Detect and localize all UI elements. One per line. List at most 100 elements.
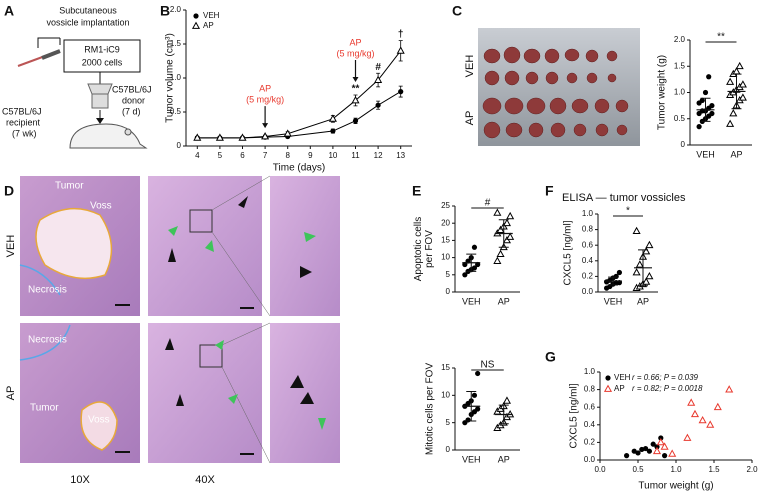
recipient-label: recipient xyxy=(6,117,41,127)
x-tick-label: 6 xyxy=(240,151,245,160)
y-tick-label: 1.5 xyxy=(170,39,182,48)
point xyxy=(698,415,707,424)
significance: NS xyxy=(481,360,495,371)
legend-label: VEH xyxy=(203,11,220,20)
y-tick-label: 0.8 xyxy=(584,385,596,394)
point xyxy=(502,235,511,244)
cell-label: 2000 cells xyxy=(82,57,123,67)
point xyxy=(632,226,641,235)
point xyxy=(496,249,505,258)
recipient-label: C57BL/6J xyxy=(2,106,42,116)
point xyxy=(632,268,641,276)
y-tick-label: 2.0 xyxy=(170,5,182,14)
x-axis-label: Tumor weight (g) xyxy=(638,481,713,492)
legend-marker xyxy=(191,21,201,29)
y-tick-label: 0.8 xyxy=(582,225,594,234)
y-tick-label: 10 xyxy=(441,253,450,262)
y-tick-label: 0.0 xyxy=(584,455,596,464)
legend-label: AP xyxy=(614,384,625,393)
x-tick-label: 2.0 xyxy=(746,465,758,474)
point xyxy=(709,110,715,117)
point xyxy=(398,89,404,95)
y-tick-label: 1.0 xyxy=(582,209,594,218)
point xyxy=(690,409,700,418)
y-tick-label: 1.5 xyxy=(674,61,686,70)
point xyxy=(645,240,654,249)
row-label: AP xyxy=(464,111,476,126)
sd-bar xyxy=(700,97,711,122)
column-label: 10X xyxy=(70,474,90,486)
annotation: AP xyxy=(259,83,271,93)
point xyxy=(496,225,505,233)
donor-label: (7 d) xyxy=(122,106,141,116)
point xyxy=(738,93,747,101)
significance: # xyxy=(375,62,381,73)
point xyxy=(616,269,623,276)
point xyxy=(642,247,651,255)
y-axis-label: CXCL5 [ng/ml] xyxy=(563,220,574,285)
point xyxy=(502,396,511,404)
y-axis-label: CXCL5 [ng/ml] xyxy=(569,383,580,448)
point xyxy=(726,119,735,127)
point xyxy=(465,417,471,423)
x-tick-label: 13 xyxy=(396,151,405,160)
panel-letter: G xyxy=(545,349,556,365)
cell-label: RM1-iC9 xyxy=(84,44,120,54)
significance: † xyxy=(398,29,404,40)
x-tick-label: 10 xyxy=(328,151,337,160)
point xyxy=(215,133,224,141)
legend-label: AP xyxy=(203,21,214,30)
row-label: VEH xyxy=(464,55,476,78)
point xyxy=(330,128,336,134)
x-tick-label: AP xyxy=(498,296,510,306)
point xyxy=(706,420,715,428)
point xyxy=(328,114,337,122)
point xyxy=(656,437,665,446)
row-label: VEH xyxy=(5,235,17,258)
significance: # xyxy=(485,198,491,209)
legend-marker xyxy=(603,384,613,392)
x-tick-label: 1.5 xyxy=(708,465,720,474)
point xyxy=(660,442,669,450)
donor-label: donor xyxy=(122,95,145,105)
y-tick-label: 1.0 xyxy=(170,73,182,82)
point xyxy=(729,109,738,117)
panel-letter: A xyxy=(4,3,14,19)
y-tick-label: 1.0 xyxy=(584,367,596,376)
schematic: Subcutaneous vossicle implantation RM1-i… xyxy=(2,5,152,149)
annotation: AP xyxy=(349,37,361,47)
point xyxy=(726,77,735,85)
point xyxy=(351,96,360,104)
point xyxy=(702,89,709,96)
point xyxy=(374,75,383,83)
sd-bar xyxy=(498,219,509,248)
y-axis-label: Mitotic cells per FOV xyxy=(425,363,436,456)
series-line xyxy=(197,50,402,139)
x-tick-label: 4 xyxy=(195,151,200,160)
region-label: Necrosis xyxy=(28,285,67,296)
region-label: Voss xyxy=(88,415,110,426)
x-tick-label: AP xyxy=(498,454,510,464)
legend-stat: r = 0.66; P = 0.039 xyxy=(632,373,699,382)
point xyxy=(713,402,722,411)
point xyxy=(687,398,696,406)
y-tick-label: 0.5 xyxy=(674,114,686,123)
point xyxy=(725,385,734,393)
y-tick-label: 5 xyxy=(446,418,451,427)
point xyxy=(668,449,677,457)
point xyxy=(646,448,653,454)
region-label: Voss xyxy=(90,201,112,212)
x-tick-label: 5 xyxy=(218,151,223,160)
sd-bar xyxy=(731,73,742,110)
y-tick-label: 0.5 xyxy=(170,107,182,116)
point xyxy=(662,453,668,459)
panel-letter: B xyxy=(160,3,170,19)
y-tick-label: 0 xyxy=(681,140,686,149)
recipient-label: (7 wk) xyxy=(12,128,37,138)
region-label: Tumor xyxy=(55,181,84,192)
point xyxy=(643,445,649,452)
donor-label: C57BL/6J xyxy=(112,84,152,94)
point xyxy=(261,132,270,140)
x-tick-label: 9 xyxy=(308,151,313,160)
